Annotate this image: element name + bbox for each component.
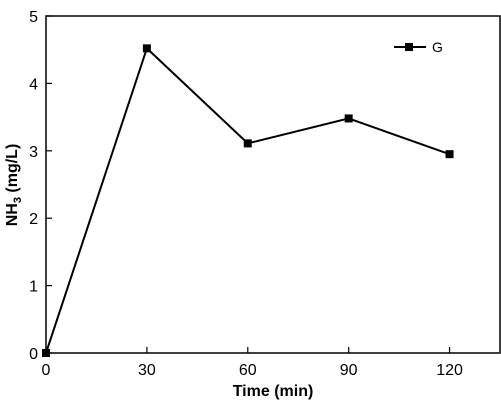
x-axis-title: Time (min) — [233, 383, 314, 400]
x-tick-label-30: 30 — [138, 362, 156, 379]
point-G-60 — [243, 139, 252, 148]
point-G-120 — [445, 150, 454, 159]
legend-label-g: G — [432, 39, 443, 55]
series-line-G — [45, 46, 450, 354]
y-axis-title: NH3 (mg/L) — [4, 144, 24, 227]
x-tick-label-60: 60 — [239, 362, 257, 379]
plot-frame — [45, 15, 501, 354]
legend-marker — [405, 43, 413, 51]
point-G-90 — [344, 114, 353, 123]
y-tick-label-3: 3 — [29, 144, 38, 161]
series-lines — [45, 46, 450, 354]
y-tick-label-0: 0 — [29, 346, 38, 363]
x-tick-label-90: 90 — [340, 362, 358, 379]
y-tick-label-5: 5 — [29, 9, 38, 26]
data-markers — [42, 44, 454, 357]
legend: G — [394, 39, 443, 55]
axis-ticks — [45, 15, 451, 354]
svg-text:NH3 (mg/L): NH3 (mg/L) — [4, 144, 24, 227]
y-axis-title-unit: (mg/L) — [4, 144, 21, 197]
tick-labels: 0 30 60 90 120 0 1 2 3 4 5 — [29, 9, 463, 379]
x-tick-label-120: 120 — [436, 362, 463, 379]
x-tick-label-0: 0 — [42, 362, 51, 379]
y-tick-label-1: 1 — [29, 279, 38, 296]
y-axis-title-subscript: 3 — [12, 197, 24, 203]
y-tick-label-2: 2 — [29, 211, 38, 228]
point-G-0 — [42, 349, 50, 357]
y-axis-title-main: NH — [4, 203, 21, 226]
y-tick-label-4: 4 — [29, 76, 38, 93]
point-G-30 — [142, 44, 151, 53]
